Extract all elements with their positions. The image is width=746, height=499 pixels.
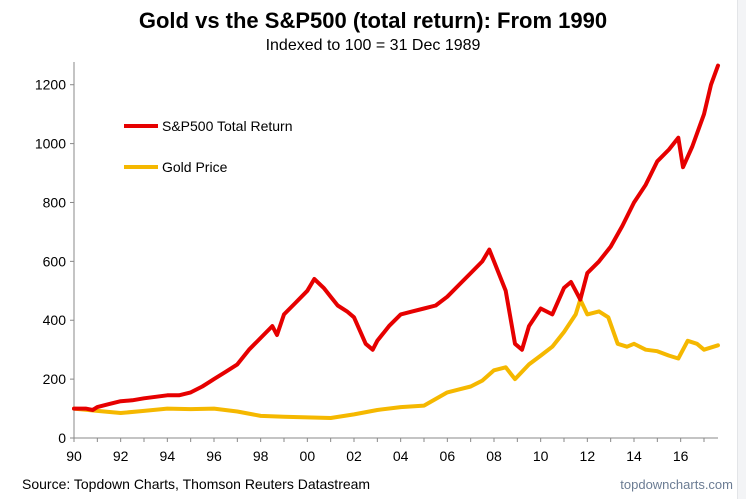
x-tick-label: 10 xyxy=(533,448,549,464)
axes: 0 200 400 600 800 1000 1200 90 92 94 96 98 00 02 04 06 0… xyxy=(35,62,718,464)
x-tick-label: 04 xyxy=(393,448,409,464)
x-tick-label: 14 xyxy=(626,448,642,464)
y-tick-label: 1000 xyxy=(35,136,66,152)
x-tick-label: 96 xyxy=(206,448,222,464)
x-tick-label: 90 xyxy=(66,448,82,464)
y-tick-label: 400 xyxy=(43,312,67,328)
x-tick-label: 98 xyxy=(253,448,269,464)
y-tick-label: 800 xyxy=(43,194,67,210)
x-tick-label: 12 xyxy=(580,448,596,464)
y-tick-label: 1200 xyxy=(35,77,66,93)
source-note: Source: Topdown Charts, Thomson Reuters … xyxy=(22,476,370,492)
right-edge-border xyxy=(737,0,746,499)
gold-price-line xyxy=(72,297,720,420)
sp500-total-return-line xyxy=(72,63,720,412)
legend-label-sp500: S&P500 Total Return xyxy=(162,118,293,134)
legend: S&P500 Total Return Gold Price xyxy=(124,118,293,175)
y-tick-label: 0 xyxy=(58,430,66,446)
chart-subtitle: Indexed to 100 = 31 Dec 1989 xyxy=(266,37,481,54)
y-tick-label: 600 xyxy=(43,253,67,269)
x-tick-label: 92 xyxy=(113,448,129,464)
chart-title: Gold vs the S&P500 (total return): From … xyxy=(139,8,607,33)
x-tick-label: 02 xyxy=(346,448,362,464)
x-tick-label: 00 xyxy=(300,448,316,464)
watermark: topdowncharts.com xyxy=(620,477,733,492)
x-tick-label: 08 xyxy=(486,448,502,464)
x-tick-label: 16 xyxy=(673,448,689,464)
x-tick-label: 94 xyxy=(160,448,176,464)
y-tick-label: 200 xyxy=(43,371,67,387)
legend-label-gold: Gold Price xyxy=(162,159,228,175)
x-tick-label: 06 xyxy=(440,448,456,464)
series-layer xyxy=(72,63,720,420)
